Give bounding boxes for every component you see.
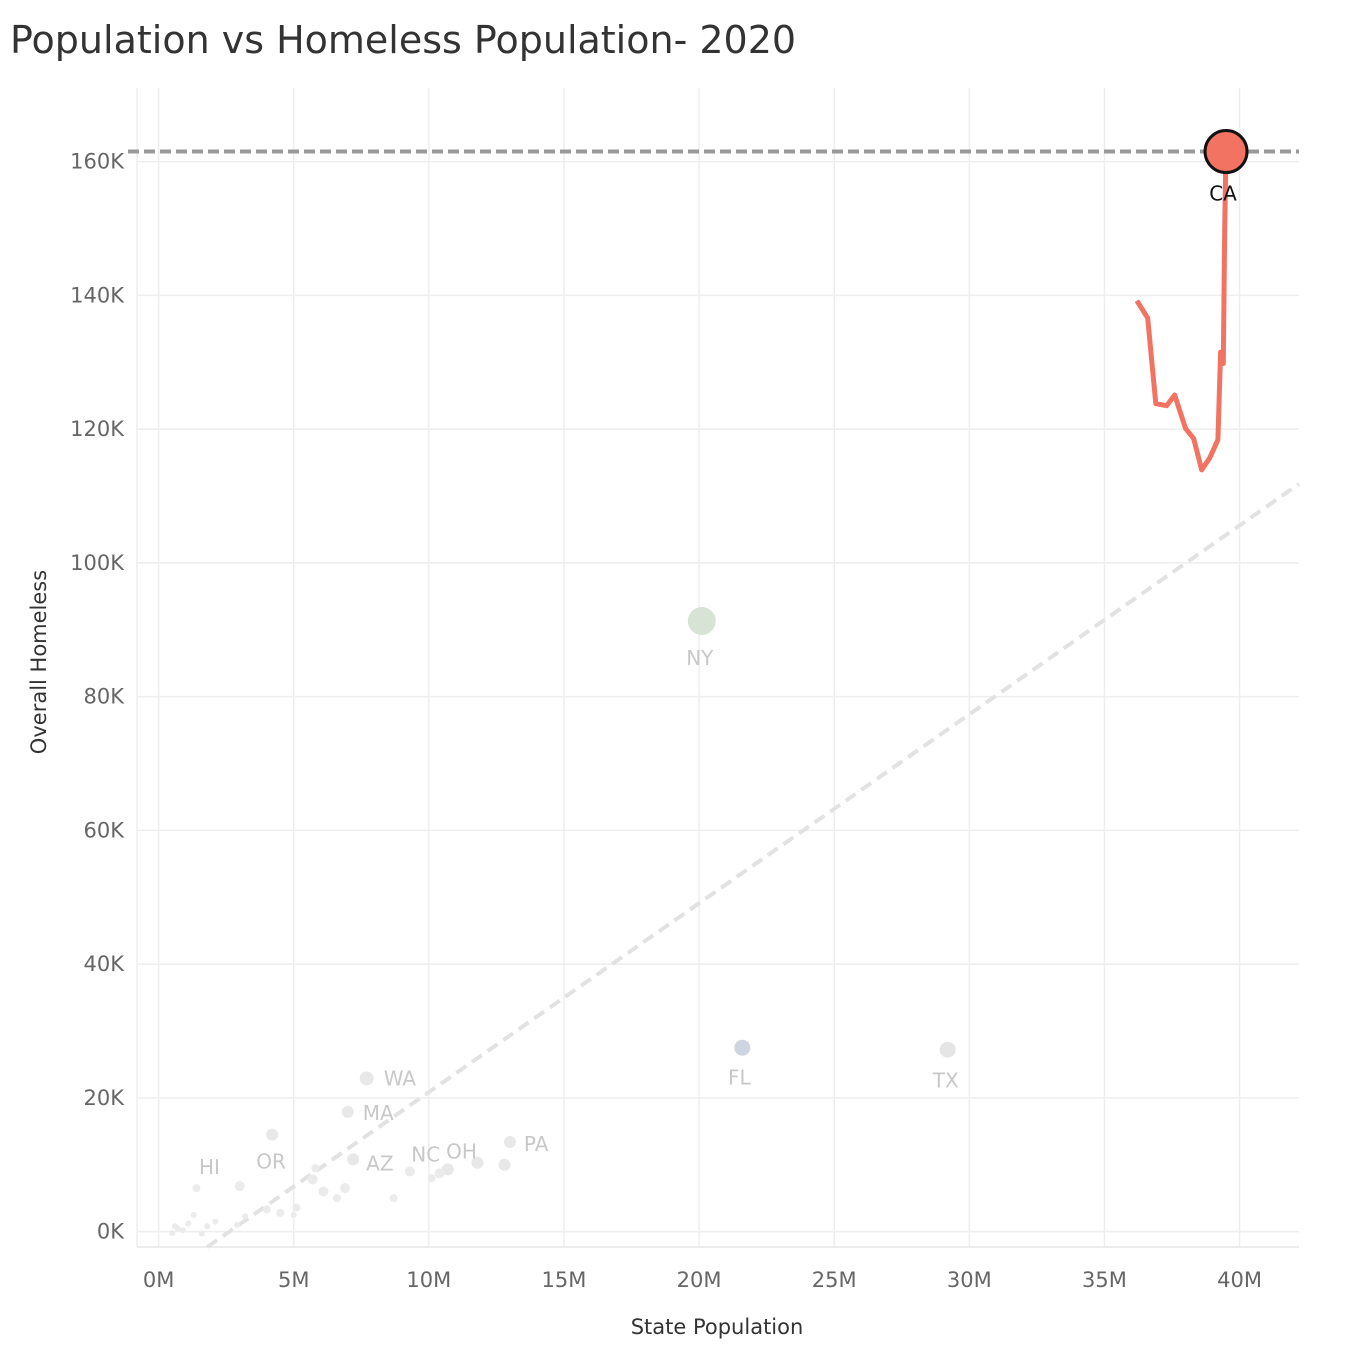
state-point-pa [503, 1136, 516, 1149]
state-point-nc [441, 1163, 454, 1176]
state-point-ny [687, 607, 716, 636]
x-axis-title: State Population [631, 1315, 804, 1339]
state-label-fl: FL [728, 1066, 752, 1090]
highlight-layer: CA [1134, 129, 1249, 473]
x-tick-label: 35M [1082, 1268, 1127, 1292]
state-point-wa [359, 1071, 374, 1086]
state-point-tx [939, 1041, 956, 1058]
state-point [185, 1220, 192, 1227]
y-tick-label: 0K [97, 1220, 125, 1244]
state-label-az: AZ [366, 1151, 393, 1175]
state-point [212, 1218, 219, 1225]
state-point [242, 1213, 249, 1220]
state-label-ny: NY [686, 646, 714, 670]
state-point [171, 1223, 178, 1230]
y-tick-label: 60K [84, 818, 126, 842]
reference-lines [128, 149, 1301, 1249]
state-point [318, 1186, 329, 1197]
state-label-ma: MA [363, 1101, 394, 1125]
highlight-trail [1134, 151, 1229, 473]
state-label-hi: HI [199, 1155, 220, 1179]
y-tick-label: 40K [84, 952, 126, 976]
state-point [169, 1229, 176, 1236]
state-point [292, 1203, 301, 1212]
state-point [311, 1164, 320, 1173]
state-label-tx: TX [932, 1069, 959, 1093]
state-label-wa: WA [384, 1066, 417, 1090]
x-tick-label: 10M [406, 1268, 451, 1292]
state-point [389, 1194, 398, 1203]
x-tick-label: 20M [677, 1268, 722, 1292]
x-tick-label: 15M [542, 1268, 587, 1292]
x-tick-label: 5M [278, 1268, 309, 1292]
state-point-fl [734, 1039, 751, 1056]
state-label-pa: PA [524, 1132, 549, 1156]
y-tick-label: 100K [70, 551, 125, 575]
state-point [307, 1174, 318, 1185]
state-point-oh [471, 1156, 484, 1169]
state-point [332, 1194, 341, 1203]
y-tick-label: 160K [70, 150, 125, 174]
x-tick-label: 30M [947, 1268, 992, 1292]
y-axis-title: Overall Homeless [27, 570, 51, 754]
state-point [276, 1208, 285, 1217]
state-point [234, 1181, 245, 1192]
state-point [290, 1211, 297, 1218]
state-point [434, 1168, 445, 1179]
state-point [340, 1183, 351, 1194]
gridlines [136, 88, 1299, 1247]
y-tick-label: 140K [70, 283, 125, 307]
y-tick-label: 120K [70, 417, 125, 441]
highlight-label-ca: CA [1209, 182, 1237, 206]
state-label-or: OR [256, 1150, 286, 1174]
x-tick-label: 0M [143, 1268, 174, 1292]
state-point-az [347, 1153, 360, 1166]
x-tick-label: 40M [1217, 1268, 1262, 1292]
state-point [179, 1227, 186, 1234]
state-point [198, 1230, 205, 1237]
state-point [190, 1211, 197, 1218]
state-point [204, 1223, 211, 1230]
state-point [233, 1221, 240, 1228]
axes: 0M 5M 10M 15M 20M 25M 30M 35M 40M 0K 20K 40K 60K 80K 1… [70, 150, 1299, 1292]
y-tick-label: 80K [84, 685, 126, 709]
state-point [404, 1166, 415, 1177]
trend-line [206, 482, 1301, 1249]
state-label-oh: OH [446, 1140, 477, 1164]
x-tick-label: 25M [812, 1268, 857, 1292]
y-tick-label: 20K [84, 1086, 126, 1110]
highlight-point-ca [1203, 129, 1249, 175]
state-point [427, 1174, 436, 1183]
state-point [262, 1205, 271, 1214]
state-point-or [266, 1128, 279, 1141]
chart-title: Population vs Homeless Population- 2020 [10, 18, 797, 62]
state-point [498, 1158, 511, 1171]
state-point-ma [341, 1105, 354, 1118]
state-point-hi [192, 1184, 201, 1193]
state-label-nc: NC [411, 1142, 440, 1166]
